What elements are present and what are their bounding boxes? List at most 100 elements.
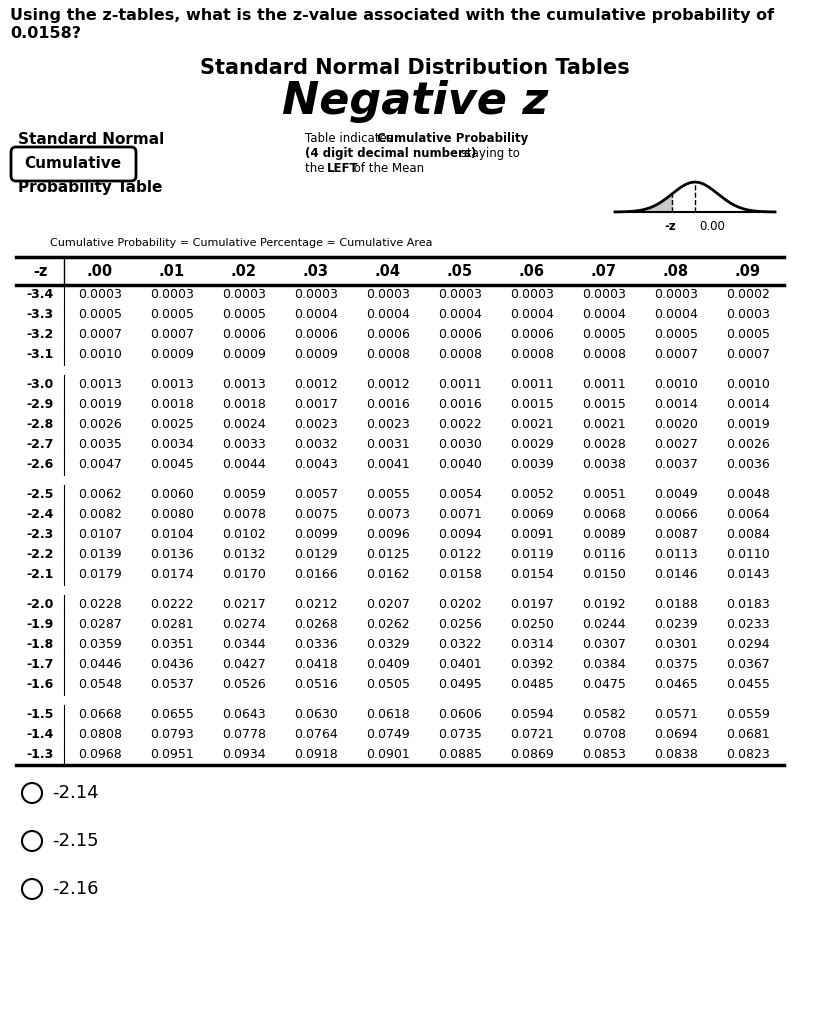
Text: 0.0003: 0.0003 (438, 289, 482, 301)
Text: 0.0029: 0.0029 (510, 438, 554, 452)
Text: 0.0008: 0.0008 (438, 348, 482, 361)
Text: 0.0066: 0.0066 (654, 509, 698, 521)
Text: 0.0516: 0.0516 (294, 679, 338, 691)
Text: 0.0043: 0.0043 (294, 459, 338, 471)
Text: 0.0143: 0.0143 (726, 568, 770, 582)
Text: staying to: staying to (457, 147, 520, 160)
Text: 0.0003: 0.0003 (726, 308, 770, 322)
Text: -2.3: -2.3 (27, 528, 54, 542)
Text: 0.0039: 0.0039 (510, 459, 554, 471)
Text: Table indicates: Table indicates (305, 132, 396, 145)
Text: 0.0068: 0.0068 (582, 509, 626, 521)
Text: 0.0505: 0.0505 (366, 679, 410, 691)
Text: 0.0089: 0.0089 (582, 528, 626, 542)
Text: Using the z-tables, what is the z-value associated with the cumulative probabili: Using the z-tables, what is the z-value … (10, 8, 774, 23)
Text: 0.0170: 0.0170 (222, 568, 266, 582)
Text: 0.0222: 0.0222 (150, 598, 194, 611)
Text: 0.0594: 0.0594 (510, 709, 554, 722)
Text: 0.0073: 0.0073 (366, 509, 410, 521)
Text: 0.0174: 0.0174 (150, 568, 194, 582)
Text: 0.0708: 0.0708 (582, 728, 626, 741)
Text: 0.0166: 0.0166 (294, 568, 338, 582)
Text: 0.0455: 0.0455 (726, 679, 770, 691)
Text: 0.0009: 0.0009 (222, 348, 266, 361)
Text: 0.0008: 0.0008 (510, 348, 554, 361)
Text: 0.0301: 0.0301 (654, 639, 698, 651)
Text: 0.0049: 0.0049 (654, 488, 698, 502)
Polygon shape (615, 194, 672, 212)
Text: 0.0901: 0.0901 (366, 749, 410, 762)
Text: .02: .02 (231, 263, 257, 279)
Text: 0.0057: 0.0057 (294, 488, 338, 502)
Text: 0.0040: 0.0040 (438, 459, 482, 471)
Text: 0.0630: 0.0630 (294, 709, 338, 722)
Text: 0.0344: 0.0344 (222, 639, 266, 651)
Text: 0.0793: 0.0793 (150, 728, 194, 741)
Text: 0.0054: 0.0054 (438, 488, 482, 502)
Text: 0.0217: 0.0217 (222, 598, 266, 611)
Text: 0.0044: 0.0044 (222, 459, 266, 471)
Text: 0.0007: 0.0007 (150, 329, 194, 341)
Text: 0.0359: 0.0359 (78, 639, 122, 651)
Text: 0.0681: 0.0681 (726, 728, 770, 741)
Text: 0.0655: 0.0655 (150, 709, 194, 722)
Text: .03: .03 (303, 263, 329, 279)
Text: 0.0007: 0.0007 (726, 348, 770, 361)
Text: 0.0026: 0.0026 (726, 438, 770, 452)
Text: 0.0436: 0.0436 (150, 658, 194, 672)
Text: 0.0465: 0.0465 (654, 679, 698, 691)
Text: .05: .05 (447, 263, 473, 279)
Text: 0.0808: 0.0808 (78, 728, 122, 741)
Text: 0.0021: 0.0021 (583, 419, 626, 431)
Text: 0.0158?: 0.0158? (10, 26, 81, 41)
Text: 0.0025: 0.0025 (150, 419, 194, 431)
Text: 0.0003: 0.0003 (222, 289, 266, 301)
Text: 0.0749: 0.0749 (366, 728, 410, 741)
Text: 0.0008: 0.0008 (582, 348, 626, 361)
Text: 0.0853: 0.0853 (582, 749, 626, 762)
Text: 0.0004: 0.0004 (366, 308, 410, 322)
Text: -3.2: -3.2 (27, 329, 54, 341)
Text: 0.0031: 0.0031 (366, 438, 410, 452)
Text: -2.1: -2.1 (27, 568, 54, 582)
Text: 0.0008: 0.0008 (366, 348, 410, 361)
Text: 0.0869: 0.0869 (510, 749, 554, 762)
Text: 0.0202: 0.0202 (438, 598, 482, 611)
Text: 0.0010: 0.0010 (726, 379, 770, 391)
Text: 0.0003: 0.0003 (150, 289, 194, 301)
Text: 0.0015: 0.0015 (510, 398, 554, 412)
Text: -2.5: -2.5 (27, 488, 54, 502)
Text: 0.00: 0.00 (699, 220, 725, 233)
Text: -1.7: -1.7 (27, 658, 54, 672)
Text: 0.0495: 0.0495 (438, 679, 482, 691)
Text: 0.0019: 0.0019 (726, 419, 770, 431)
Text: 0.0207: 0.0207 (366, 598, 410, 611)
Text: 0.0004: 0.0004 (510, 308, 554, 322)
Text: 0.0132: 0.0132 (222, 549, 266, 561)
Text: 0.0281: 0.0281 (150, 618, 194, 632)
Text: 0.0007: 0.0007 (654, 348, 698, 361)
Text: 0.0004: 0.0004 (654, 308, 698, 322)
Text: 0.0011: 0.0011 (510, 379, 554, 391)
Text: 0.0139: 0.0139 (78, 549, 122, 561)
Text: 0.0082: 0.0082 (78, 509, 122, 521)
Text: 0.0005: 0.0005 (654, 329, 698, 341)
Text: 0.0016: 0.0016 (438, 398, 482, 412)
Text: .09: .09 (735, 263, 761, 279)
Text: 0.0080: 0.0080 (150, 509, 194, 521)
Text: 0.0052: 0.0052 (510, 488, 554, 502)
Text: .01: .01 (159, 263, 185, 279)
Text: 0.0351: 0.0351 (150, 639, 194, 651)
Text: 0.0375: 0.0375 (654, 658, 698, 672)
Text: 0.0125: 0.0125 (366, 549, 410, 561)
Text: 0.0018: 0.0018 (222, 398, 266, 412)
Text: -1.9: -1.9 (27, 618, 54, 632)
Text: -1.3: -1.3 (27, 749, 54, 762)
Text: 0.0015: 0.0015 (582, 398, 626, 412)
Text: 0.0212: 0.0212 (294, 598, 338, 611)
Text: .04: .04 (375, 263, 401, 279)
Text: Standard Normal: Standard Normal (18, 132, 165, 147)
Text: 0.0104: 0.0104 (150, 528, 194, 542)
Text: 0.0036: 0.0036 (726, 459, 770, 471)
Text: 0.0582: 0.0582 (582, 709, 626, 722)
